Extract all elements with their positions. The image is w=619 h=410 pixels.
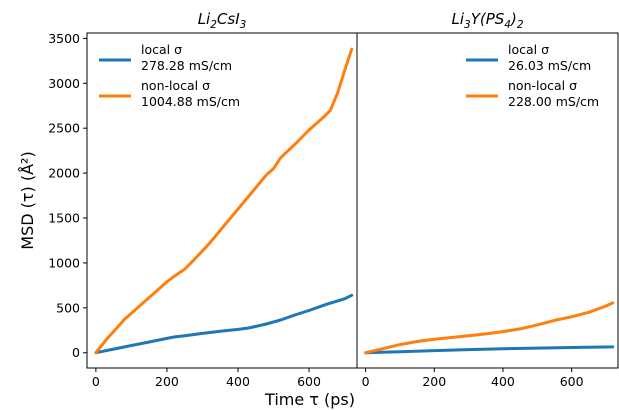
y-tick-label: 3500 <box>48 31 80 46</box>
x-tick-label: 0 <box>92 374 100 389</box>
x-tick-label: 400 <box>226 374 250 389</box>
y-tick-label: 1500 <box>48 211 80 226</box>
legend-label: non-local σ <box>508 78 577 93</box>
x-tick-label: 400 <box>491 374 515 389</box>
legend-value: 228.00 mS/cm <box>508 94 599 109</box>
legend-value: 1004.88 mS/cm <box>141 94 240 109</box>
series-line-local <box>94 293 354 355</box>
x-axis-label: Time τ (ps) <box>264 390 355 409</box>
x-tick-label: 0 <box>362 374 370 389</box>
panel-title: Li3Y(PS4)2 <box>451 10 523 31</box>
x-tick-label: 600 <box>560 374 584 389</box>
series-line-local <box>364 345 615 355</box>
x-tick-label: 200 <box>155 374 179 389</box>
panel-title: Li2CsI3 <box>198 10 247 31</box>
series-line-non-local <box>364 301 615 355</box>
x-tick-label: 600 <box>297 374 321 389</box>
right-panel: 0 200 400 600 Li3Y(PS4)2 local σ26.03 mS/cm no… <box>356 10 619 389</box>
legend-label: local σ <box>508 42 549 57</box>
legend-label: local σ <box>141 42 182 57</box>
y-tick-label: 500 <box>56 300 80 315</box>
legend-value: 26.03 mS/cm <box>508 58 591 73</box>
series-line-non-local <box>94 47 354 355</box>
y-tick-label: 1000 <box>48 255 80 270</box>
y-axis-label: MSD (τ) (Å²) <box>18 151 37 249</box>
left-panel: 0 200 400 600 0 500 1000 1500 2000 2500 3000 3500 Li… <box>48 10 358 389</box>
legend-value: 278.28 mS/cm <box>141 58 232 73</box>
x-tick-label: 200 <box>422 374 446 389</box>
legend-label: non-local σ <box>141 78 210 93</box>
plot-frame <box>356 32 619 369</box>
y-tick-label: 0 <box>72 345 80 360</box>
y-tick-label: 2000 <box>48 166 80 181</box>
y-tick-label: 3000 <box>48 76 80 91</box>
y-tick-label: 2500 <box>48 121 80 136</box>
